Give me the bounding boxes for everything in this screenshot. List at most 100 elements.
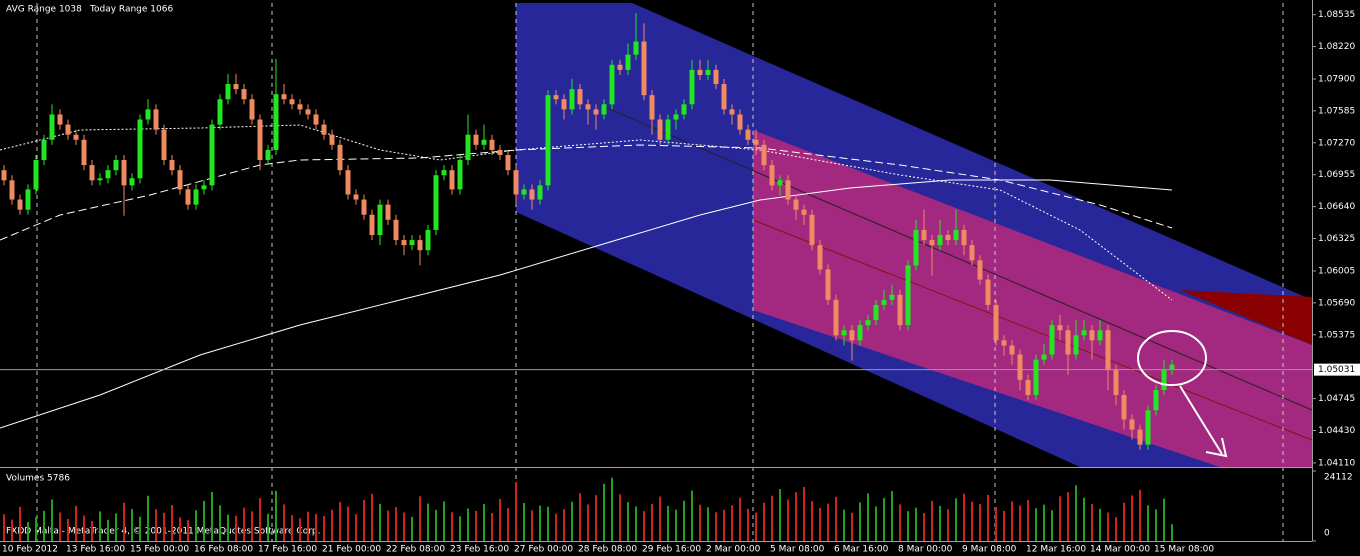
volume-bar [571, 501, 573, 541]
candle-body [633, 41, 639, 55]
volume-bar [747, 508, 749, 541]
volume-bar [731, 505, 733, 541]
volume-tick-label: 24112 [1324, 473, 1353, 483]
volume-bar [307, 511, 309, 541]
y-tick-label: 1.07585 [1318, 106, 1355, 116]
volume-bar [931, 500, 933, 541]
volume-bar [1171, 524, 1173, 541]
candle-body [73, 134, 79, 140]
candle-body [385, 204, 391, 220]
volume-bar [363, 500, 365, 541]
x-tick-label: 16 Feb 08:00 [194, 545, 253, 555]
candle-body [737, 114, 743, 130]
volume-bar [547, 506, 549, 541]
volume-bar [827, 503, 829, 541]
volume-bar [627, 502, 629, 541]
candle-body [329, 134, 335, 145]
candle-body [1065, 330, 1071, 355]
candle-body [177, 170, 183, 190]
volume-bar [11, 519, 13, 541]
candle-body [241, 89, 247, 100]
volume-bar [603, 483, 605, 541]
volume-bar [611, 477, 613, 541]
volume-bar [1083, 497, 1085, 541]
candle-body [465, 134, 471, 161]
volume-bar [1011, 501, 1013, 541]
candle-body [65, 124, 71, 135]
volume-bar [427, 503, 429, 541]
candle-body [881, 299, 887, 305]
volume-bar [915, 507, 917, 541]
vertical-grid [36, 3, 1284, 541]
volume-bar [275, 490, 277, 541]
candle-body [185, 189, 191, 205]
candle-body [1081, 330, 1087, 336]
candle-body [473, 134, 479, 145]
channel-red [1180, 290, 1312, 345]
candle-body [801, 209, 807, 215]
x-tick-label: 13 Feb 16:00 [66, 545, 125, 555]
candle-body [49, 114, 55, 140]
candle-body [417, 240, 423, 251]
volume-bar [859, 502, 861, 541]
volume-bar [227, 514, 229, 541]
candle-body [585, 104, 591, 110]
candle-body [625, 54, 631, 70]
volume-bar [963, 493, 965, 541]
volume-bar [579, 493, 581, 541]
x-tick-label: 12 Mar 16:00 [1026, 545, 1086, 555]
volume-bar [451, 512, 453, 541]
volume-bar [787, 499, 789, 541]
volume-bar [1043, 504, 1045, 541]
volume-bar [1067, 492, 1069, 541]
volume-bar [899, 504, 901, 541]
volume-bar [91, 520, 93, 541]
volume-bar [323, 516, 325, 541]
candle-body [769, 165, 775, 186]
candle-body [489, 139, 495, 150]
volume-bar [243, 507, 245, 541]
candle-body [713, 69, 719, 85]
volume-bar [315, 514, 317, 541]
volume-bar [1035, 508, 1037, 541]
y-tick-label: 1.08535 [1318, 10, 1355, 20]
x-tick-label: 22 Feb 08:00 [386, 545, 445, 555]
candle-body [105, 170, 111, 179]
volume-bar [587, 504, 589, 541]
candle-body [945, 235, 951, 241]
volume-bar [491, 513, 493, 541]
candle-body [745, 129, 751, 140]
candle-body [913, 229, 919, 266]
candle-body [137, 119, 143, 179]
volume-bar [403, 512, 405, 541]
candle-body [81, 139, 87, 166]
candle-body [321, 124, 327, 135]
candle-body [721, 84, 727, 110]
volume-bar [619, 494, 621, 541]
candle-body [817, 245, 823, 270]
candle-body [377, 204, 383, 236]
volume-bar [171, 505, 173, 541]
volume-bar [691, 490, 693, 541]
candle-body [305, 109, 311, 115]
candle-body [9, 180, 15, 200]
candle-body [993, 304, 999, 341]
x-tick-label: 2 Mar 00:00 [706, 545, 761, 555]
candle-body [641, 41, 647, 96]
candle-body [937, 235, 943, 246]
x-tick-label: 8 Mar 00:00 [898, 545, 953, 555]
candle-body [961, 229, 967, 246]
volume-bar [251, 511, 253, 541]
volume-bar [443, 501, 445, 541]
volume-bar [979, 503, 981, 541]
candle-body [1089, 330, 1095, 341]
volume-bar [123, 502, 125, 541]
candle-body [313, 114, 319, 125]
volume-bar [163, 512, 165, 541]
volume-bar [499, 498, 501, 541]
y-tick-label: 1.06005 [1318, 266, 1355, 276]
volume-bar [683, 500, 685, 541]
candle-body [201, 185, 207, 190]
candle-body [777, 180, 783, 186]
candle-body [1041, 354, 1047, 360]
